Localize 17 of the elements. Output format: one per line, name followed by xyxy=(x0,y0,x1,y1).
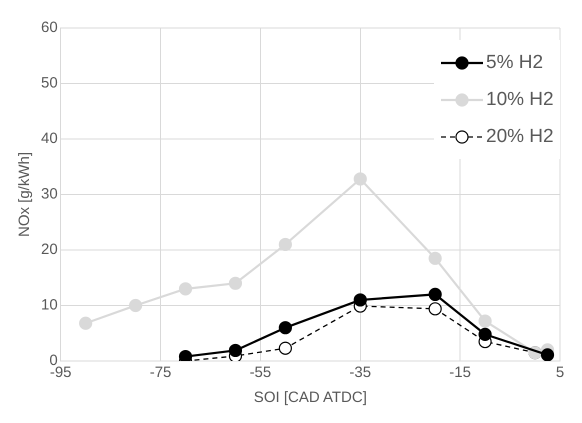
y-tick-label: 10 xyxy=(40,296,58,314)
x-tick-label: -75 xyxy=(150,364,172,382)
x-axis-title: SOI [CAD ATDC] xyxy=(254,389,367,406)
y-axis-title: NOx [g/kWh] xyxy=(16,152,34,238)
y-tick-label: 20 xyxy=(40,241,58,258)
x-tick-label: -15 xyxy=(449,364,471,382)
y-tick-label: 30 xyxy=(40,186,58,203)
y-tick-label: 40 xyxy=(40,130,58,148)
x-tick-label: -95 xyxy=(50,364,72,382)
x-tick-label: 5 xyxy=(556,364,564,382)
legend-label: 5% H2 xyxy=(486,52,544,74)
y-tick-label: 50 xyxy=(40,74,58,92)
y-tick-label: 60 xyxy=(40,19,58,36)
x-tick-label: -55 xyxy=(250,364,272,382)
legend-label: 10% H2 xyxy=(486,88,554,110)
x-tick-label: -35 xyxy=(349,364,372,382)
legend-label: 20% H2 xyxy=(486,126,554,148)
